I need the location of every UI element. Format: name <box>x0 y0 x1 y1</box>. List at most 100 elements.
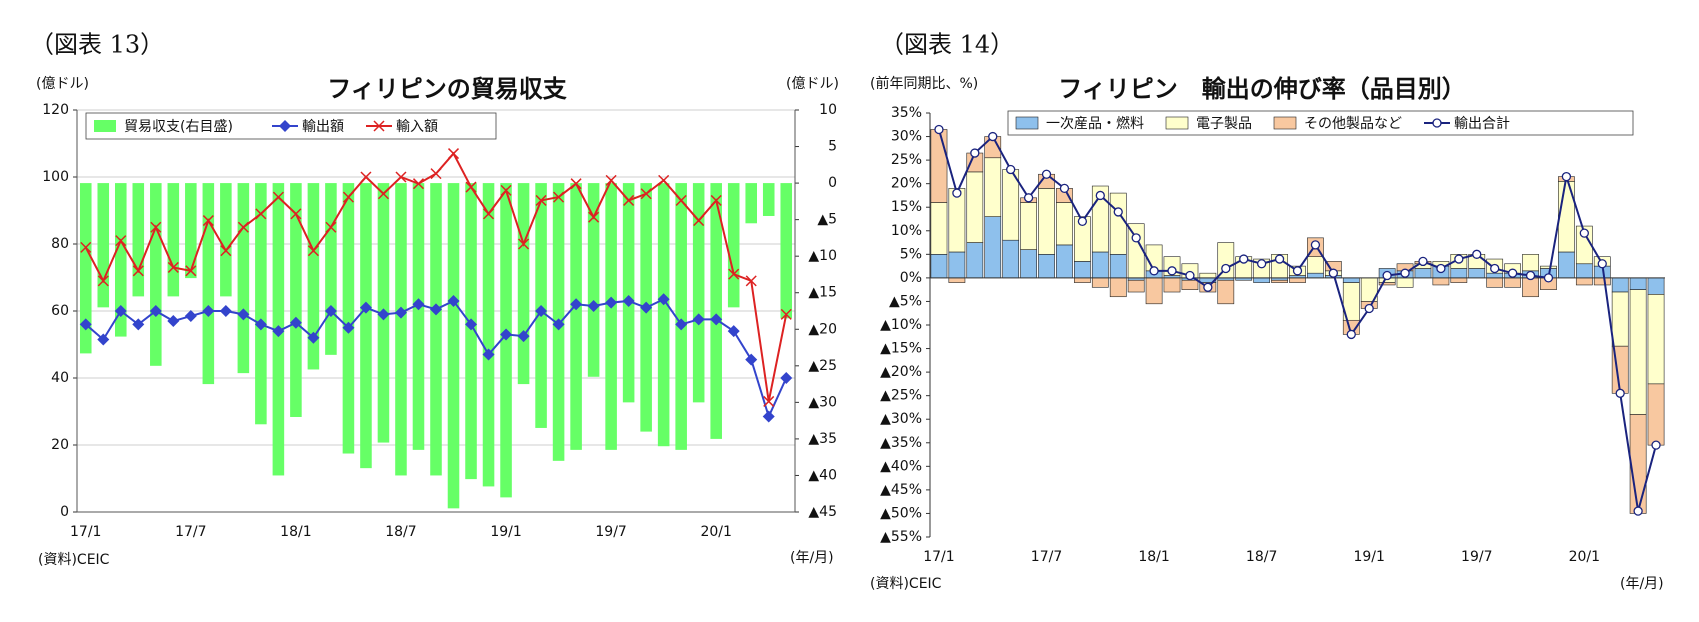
bar-segment <box>1647 383 1665 446</box>
point-marker <box>952 188 962 198</box>
bar-segment <box>1647 277 1665 295</box>
y-tick-label: 20 <box>51 437 69 453</box>
legend-label: その他製品など <box>1304 116 1402 132</box>
point-marker <box>535 305 548 317</box>
figure-label: （図表 14） <box>880 31 1014 59</box>
point-marker <box>622 294 635 307</box>
bar <box>342 183 355 454</box>
bar-segment <box>1629 414 1647 514</box>
point-marker <box>412 178 425 190</box>
bar <box>97 183 110 308</box>
legend-label: 輸出合計 <box>1454 116 1510 132</box>
bar-segment <box>1307 272 1324 279</box>
point-marker <box>1310 240 1321 250</box>
bar-segment <box>1109 192 1127 255</box>
source-note: (資料)CEIC <box>870 576 942 592</box>
x-tick-label: 18/7 <box>1246 549 1277 565</box>
point-marker <box>605 296 618 309</box>
y-tick-label: ▲10% <box>880 317 922 333</box>
point-marker <box>518 238 530 250</box>
bar <box>745 183 757 224</box>
point-marker <box>1382 270 1392 281</box>
point-marker <box>149 305 162 317</box>
x-tick-label: 18/1 <box>280 524 311 540</box>
point-marker <box>710 194 722 206</box>
point-marker <box>1472 249 1482 259</box>
bar-segment <box>1020 202 1037 250</box>
legend-swatch <box>94 120 116 132</box>
point-marker <box>220 245 232 257</box>
bar-segment <box>930 129 948 203</box>
point-marker <box>97 275 109 287</box>
chart-title: フィリピンの貿易収支 <box>327 75 568 103</box>
point-marker <box>587 299 600 312</box>
bar <box>79 183 92 354</box>
point-marker <box>1454 254 1464 264</box>
bar-segment <box>1396 277 1414 288</box>
y-tick-label: ▲50% <box>880 505 922 521</box>
legend-swatch <box>1273 116 1297 130</box>
point-marker <box>1328 268 1339 278</box>
y-tick-label: 20% <box>891 176 922 192</box>
y2-tick-label: ▲25 <box>808 358 837 374</box>
point-marker <box>465 318 478 331</box>
point-marker <box>202 305 215 317</box>
point-marker <box>762 410 775 423</box>
bar-segment <box>1540 265 1557 269</box>
bar-segment <box>1522 277 1539 298</box>
bar-segment <box>948 251 966 279</box>
bar-segment <box>1109 277 1127 298</box>
y2-tick-label: ▲15 <box>808 285 837 301</box>
point-marker <box>657 293 670 306</box>
y2-tick-label: ▲5 <box>817 212 837 228</box>
point-marker <box>97 333 110 346</box>
point-marker <box>325 221 337 233</box>
point-marker <box>1113 207 1123 217</box>
y2-tick-label: ▲30 <box>808 394 837 410</box>
legend-label: 貿易収支(右目盛) <box>124 119 233 135</box>
point-marker <box>1059 183 1070 194</box>
bar-segment <box>1342 277 1360 283</box>
y-tick-label: ▲35% <box>880 435 922 451</box>
bar <box>360 183 372 469</box>
bar <box>605 183 617 450</box>
bar-segment <box>1145 277 1163 305</box>
point-marker <box>114 305 127 317</box>
point-marker <box>1292 266 1303 276</box>
point-marker <box>395 171 407 183</box>
x-tick-label: 18/7 <box>385 524 416 540</box>
point-marker <box>1131 233 1141 243</box>
bar <box>307 183 320 370</box>
point-marker <box>185 265 197 277</box>
point-marker <box>1579 228 1589 238</box>
bar-segment <box>1020 249 1037 279</box>
point-marker <box>728 268 740 280</box>
point-marker <box>80 241 92 253</box>
bar <box>412 183 425 450</box>
y2-tick-label: 10 <box>819 102 837 118</box>
point-marker <box>1436 263 1446 274</box>
y2-tick-label: ▲20 <box>808 321 837 337</box>
x-tick-label: 18/1 <box>1138 549 1169 565</box>
point-marker <box>1077 216 1088 227</box>
y-tick-label: ▲40% <box>880 458 922 474</box>
point-marker <box>150 221 162 233</box>
y-tick-label: 10% <box>891 223 922 239</box>
point-marker <box>167 315 180 328</box>
x-tick-label: 17/1 <box>70 524 101 540</box>
legend-label: 電子製品 <box>1196 116 1252 132</box>
chart-title: フィリピン 輸出の伸び率（品目別） <box>1058 75 1466 103</box>
point-marker <box>517 330 530 343</box>
bar <box>587 183 600 377</box>
point-marker <box>254 318 267 331</box>
point-marker <box>202 215 214 227</box>
y-tick-label: 0 <box>60 504 69 520</box>
point-marker <box>377 308 390 321</box>
point-marker <box>132 318 145 331</box>
point-marker <box>1274 254 1285 264</box>
point-marker <box>1203 282 1213 292</box>
bar-segment <box>1611 291 1629 347</box>
y2-tick-label: 5 <box>828 139 837 155</box>
bar-segment <box>1056 202 1073 246</box>
